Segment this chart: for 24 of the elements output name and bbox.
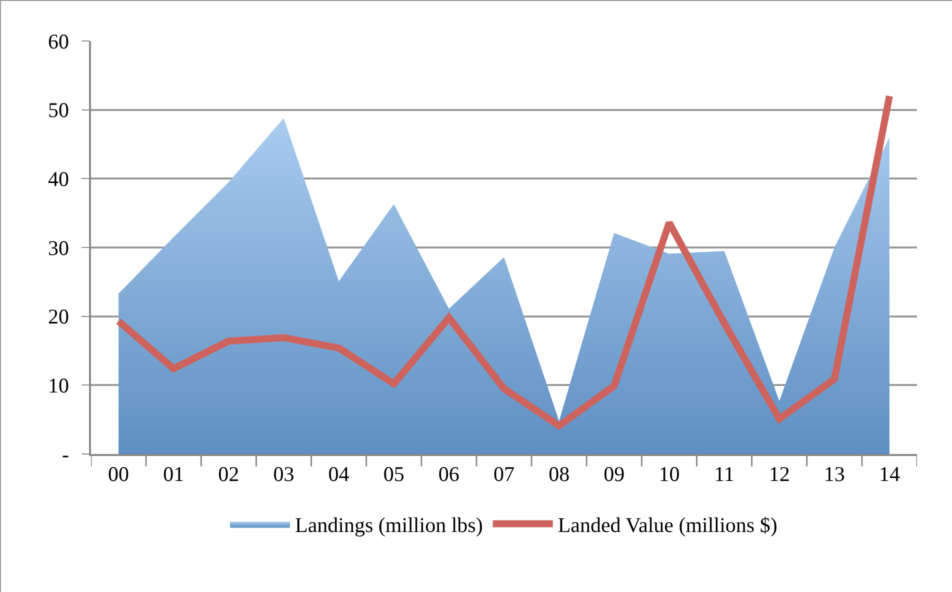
legend-label: Landed Value (millions $) [558, 512, 778, 537]
y-tick-label: 50 [48, 98, 70, 122]
x-tick-label: 03 [273, 462, 294, 486]
y-tick-label: - [62, 442, 70, 466]
x-tick-label: 14 [878, 462, 900, 486]
y-tick-label: 30 [48, 236, 70, 260]
y-tick-label: 40 [48, 167, 70, 192]
x-tick-label: 10 [658, 462, 680, 486]
y-tick-label: 60 [48, 29, 70, 54]
y-tick-label: 20 [48, 304, 70, 329]
x-tick-label: 02 [218, 462, 240, 486]
x-tick-label: 13 [824, 462, 845, 486]
x-tick-label: 00 [108, 462, 130, 486]
x-tick-label: 01 [163, 462, 184, 486]
x-tick-label: 09 [604, 462, 625, 486]
legend-label: Landings (million lbs) [295, 512, 483, 537]
x-tick-label: 12 [768, 462, 790, 486]
x-tick-label: 04 [328, 462, 350, 486]
x-tick-label: 05 [383, 462, 404, 486]
x-tick-label: 06 [438, 462, 460, 486]
x-tick-label: 11 [714, 462, 734, 486]
y-tick-label: 10 [48, 374, 70, 398]
x-tick-label: 08 [548, 462, 570, 486]
x-tick-label: 07 [494, 462, 514, 486]
